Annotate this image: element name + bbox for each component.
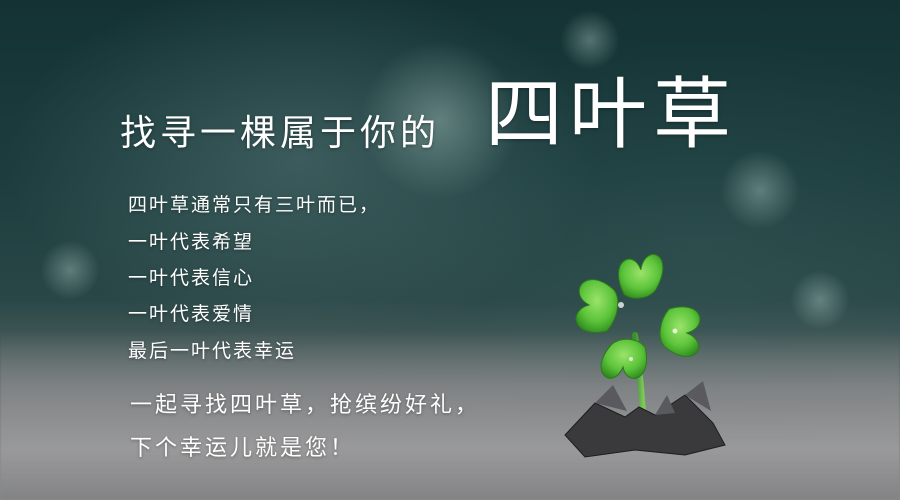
- bokeh-light: [790, 270, 850, 330]
- bokeh-light: [720, 150, 800, 230]
- intro-line: 一叶代表信心: [128, 267, 255, 289]
- bokeh-light: [360, 40, 520, 200]
- intro-line: 一叶代表爱情: [128, 303, 255, 325]
- rocky-ground: [0, 330, 900, 500]
- bokeh-light: [560, 10, 620, 70]
- bokeh-light: [40, 240, 100, 300]
- title-small: 找寻一棵属于你的: [120, 113, 441, 154]
- four-leaf-clover-image: [564, 254, 726, 458]
- intro-line: 四叶草通常只有三叶而已，: [128, 194, 381, 216]
- cta-line: 下个幸运儿就是您！: [130, 436, 356, 461]
- intro-line: 一叶代表希望: [128, 231, 255, 253]
- cta-line: 一起寻找四叶草，抢缤纷好礼，: [130, 393, 481, 418]
- intro-line: 最后一叶代表幸运: [128, 340, 297, 362]
- title-big: 四叶草: [485, 70, 738, 160]
